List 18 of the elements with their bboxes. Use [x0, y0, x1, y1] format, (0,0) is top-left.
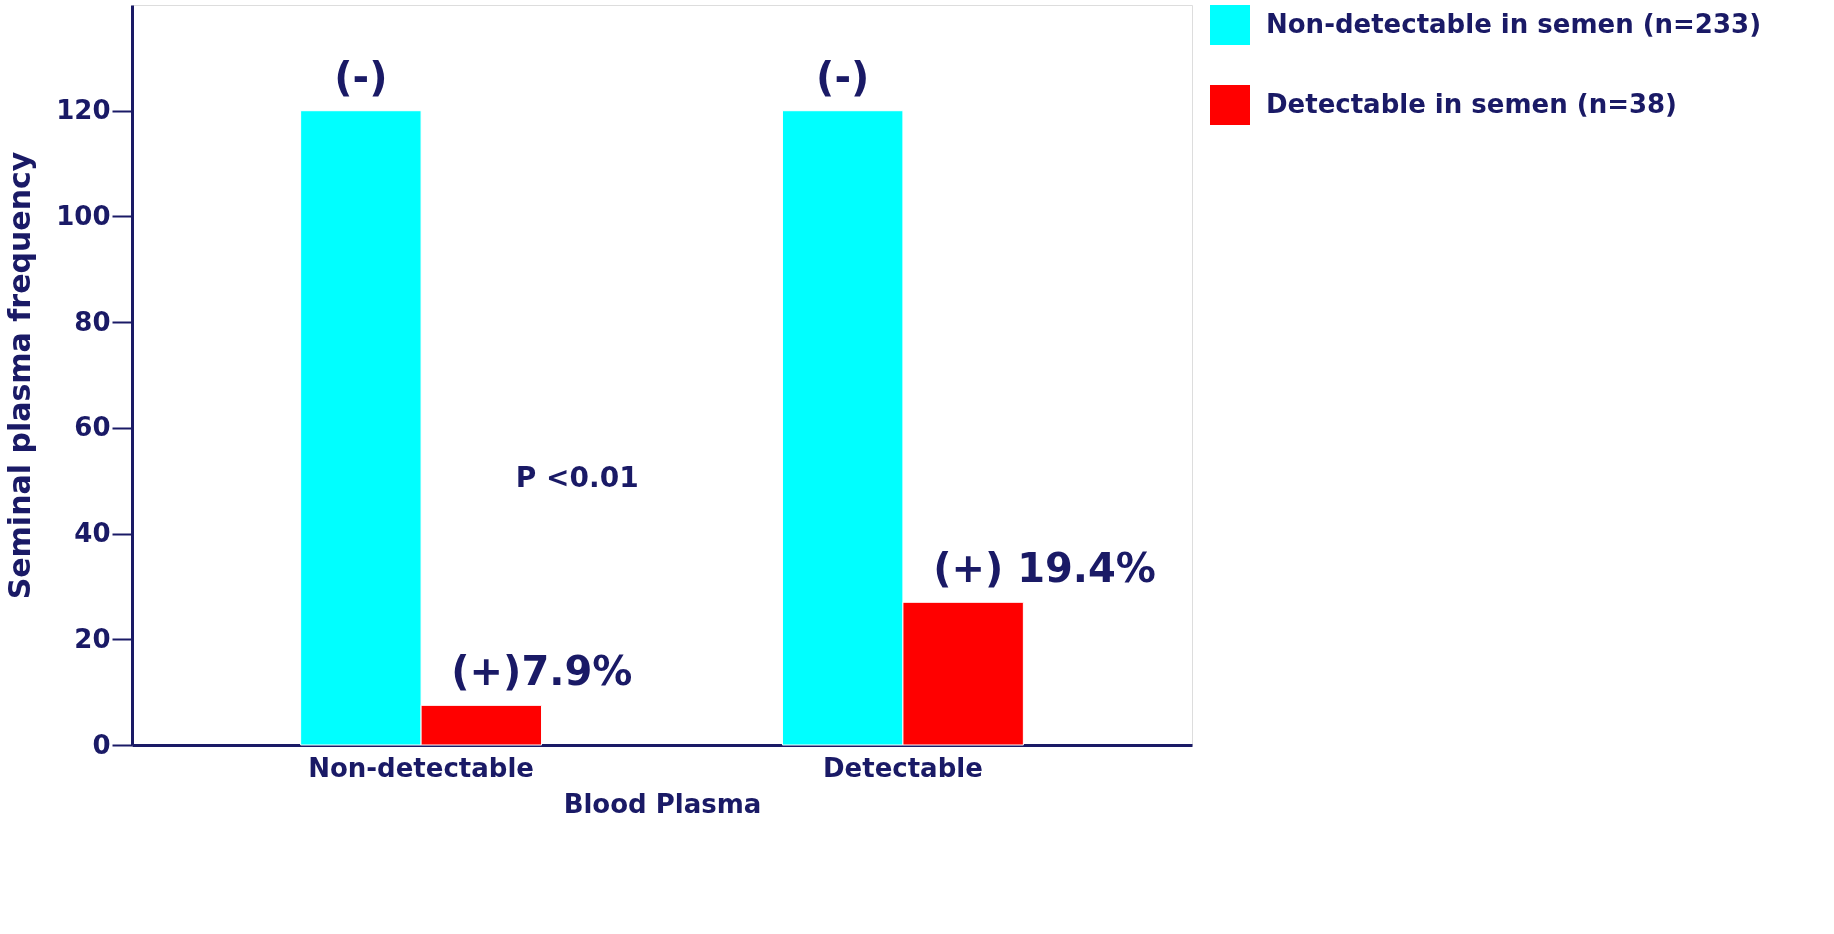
y-tick-label: 100: [56, 200, 111, 231]
x-axis-title: Blood Plasma: [563, 788, 762, 819]
x-tick-label: Non-detectable: [308, 752, 534, 783]
annotation: P <0.01: [515, 460, 639, 494]
y-tick-label: 120: [56, 95, 111, 126]
y-axis-title: Seminal plasma frequency: [2, 151, 38, 600]
y-tick-label: 0: [92, 729, 111, 760]
annotation: (+)7.9%: [451, 648, 633, 695]
y-tick-label: 60: [74, 412, 111, 443]
x-tick-label: Detectable: [823, 752, 983, 783]
y-tick-label: 80: [74, 306, 111, 337]
y-tick-label: 20: [74, 623, 111, 654]
annotation: (+) 19.4%: [933, 545, 1156, 592]
annotation: (-): [334, 53, 388, 100]
legend-label: Non-detectable in semen (n=233): [1266, 9, 1762, 39]
y-tick-label: 40: [74, 518, 111, 549]
annotation: (-): [816, 53, 870, 100]
legend-label: Detectable in semen (n=38): [1266, 89, 1677, 119]
